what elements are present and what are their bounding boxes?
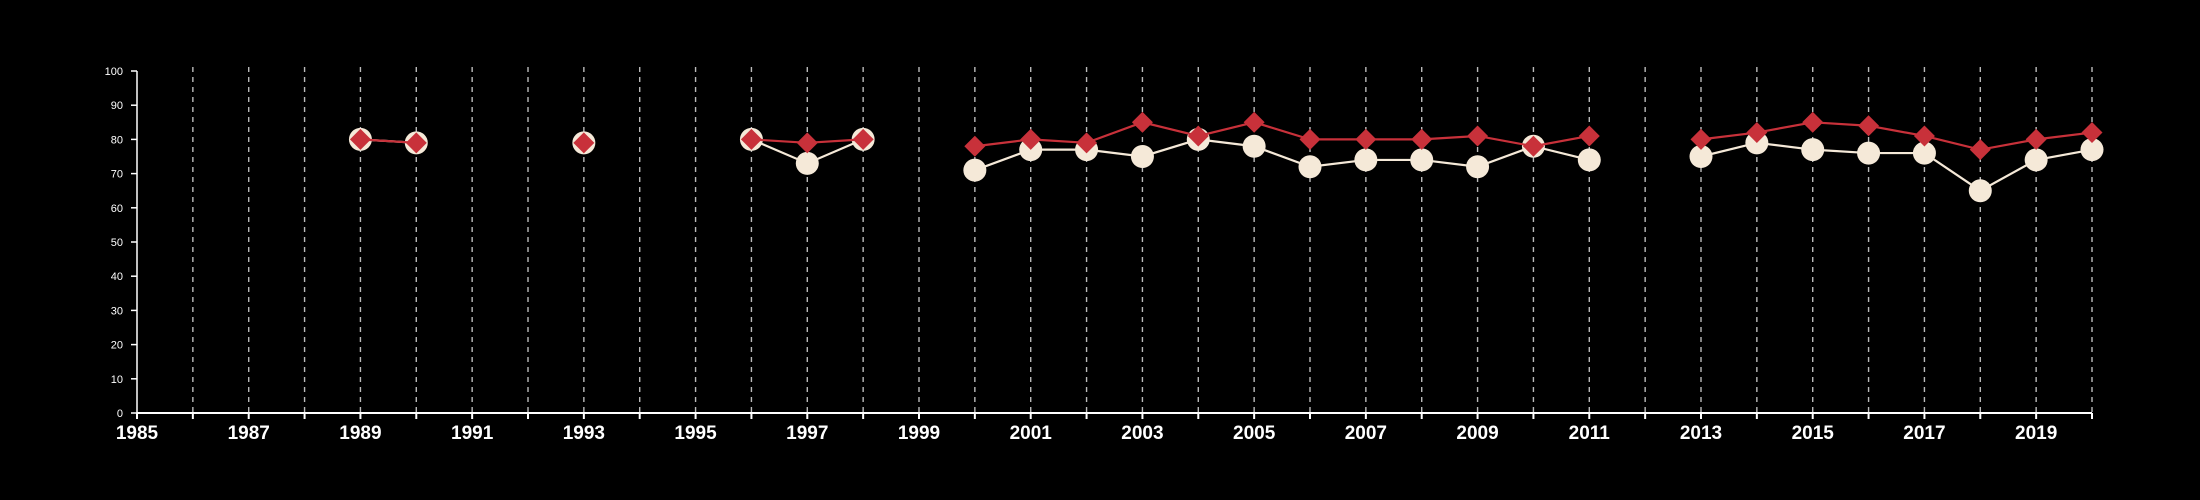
data-point-diamond xyxy=(1355,128,1377,150)
series-1-diamond xyxy=(349,111,2103,161)
series-0-line-segment-3 xyxy=(974,138,1590,172)
data-point-circle xyxy=(1298,155,1322,179)
y-tick-label: 40 xyxy=(111,271,123,283)
data-point-diamond xyxy=(1076,132,1098,154)
y-tick-label: 60 xyxy=(111,203,123,215)
data-point-diamond xyxy=(1578,125,1600,147)
data-point-circle xyxy=(1466,155,1490,179)
x-tick-label: 2005 xyxy=(1233,423,1276,444)
data-point-circle xyxy=(1354,148,1378,172)
data-point-diamond xyxy=(405,132,427,154)
y-tick-label: 80 xyxy=(111,134,123,146)
series-1-line-segment-4 xyxy=(1700,121,2093,151)
data-point-diamond xyxy=(1802,111,1824,133)
data-point-diamond xyxy=(1969,139,1991,161)
x-tick-label: 1991 xyxy=(451,423,494,444)
data-point-circle xyxy=(1689,145,1713,168)
series-layer xyxy=(348,111,2104,203)
x-tick-label: 2017 xyxy=(1903,423,1945,444)
x-tick-label: 2019 xyxy=(2015,423,2057,444)
data-point-diamond xyxy=(349,128,371,150)
x-tick-label: 2007 xyxy=(1345,423,1387,444)
grid xyxy=(192,67,2093,413)
data-point-circle xyxy=(1968,179,1992,203)
data-point-diamond xyxy=(2081,122,2103,144)
data-point-circle xyxy=(1801,138,1825,162)
data-point-diamond xyxy=(852,128,874,150)
x-tick-label: 2001 xyxy=(1010,423,1053,444)
data-point-diamond xyxy=(1467,125,1489,147)
data-point-circle xyxy=(963,158,987,182)
data-point-diamond xyxy=(1131,111,1153,133)
data-point-diamond xyxy=(1746,122,1768,144)
data-point-diamond xyxy=(796,132,818,154)
data-point-diamond xyxy=(1913,125,1935,147)
x-tick-label: 2011 xyxy=(1569,423,1611,444)
data-point-diamond xyxy=(573,132,595,154)
y-tick-label: 30 xyxy=(111,305,123,317)
x-tick-label: 2003 xyxy=(1121,423,1163,444)
axes: 0 10 20 30 40 50 60 70 80 90 100 1985 1987 1989 1991 19… xyxy=(105,66,2093,444)
data-point-circle xyxy=(1577,148,1601,172)
data-point-circle xyxy=(1242,134,1266,158)
x-tick-label: 1997 xyxy=(786,423,828,444)
x-tick-label: 1995 xyxy=(674,423,717,444)
series-1-line-segment-3 xyxy=(974,121,1590,148)
data-point-circle xyxy=(1410,148,1434,172)
x-tick-label: 1989 xyxy=(339,423,381,444)
data-point-diamond xyxy=(1187,125,1209,147)
x-tick-label: 1985 xyxy=(116,423,159,444)
x-tick-label: 1999 xyxy=(898,423,940,444)
y-tick-label: 50 xyxy=(111,237,123,249)
x-tick-label: 1993 xyxy=(563,423,605,444)
data-point-diamond xyxy=(1411,128,1433,150)
y-tick-label: 100 xyxy=(105,66,123,78)
data-point-diamond xyxy=(1299,128,1321,150)
data-point-diamond xyxy=(740,128,762,150)
data-point-circle xyxy=(2024,148,2048,172)
y-tick-label: 70 xyxy=(111,169,123,181)
data-point-diamond xyxy=(1020,128,1042,150)
x-tick-label: 2015 xyxy=(1792,423,1835,444)
x-tick-label: 1987 xyxy=(228,423,270,444)
y-tick-label: 20 xyxy=(111,340,123,352)
data-point-diamond xyxy=(964,135,986,157)
data-point-circle xyxy=(795,151,819,175)
x-tick-label: 2013 xyxy=(1680,423,1722,444)
data-point-diamond xyxy=(2025,128,2047,150)
data-point-circle xyxy=(1857,141,1881,165)
y-tick-label: 10 xyxy=(111,374,123,386)
y-tick-label: 90 xyxy=(111,100,123,112)
x-tick-label: 2009 xyxy=(1456,423,1498,444)
data-point-diamond xyxy=(1243,111,1265,133)
data-point-circle xyxy=(2080,138,2104,162)
data-point-diamond xyxy=(1690,128,1712,150)
data-point-circle xyxy=(1912,141,1936,165)
series-0-circle xyxy=(348,127,2104,203)
data-point-diamond xyxy=(1522,135,1544,157)
y-tick-label: 0 xyxy=(117,408,123,420)
data-point-diamond xyxy=(1858,115,1880,137)
data-point-circle xyxy=(1130,145,1154,168)
